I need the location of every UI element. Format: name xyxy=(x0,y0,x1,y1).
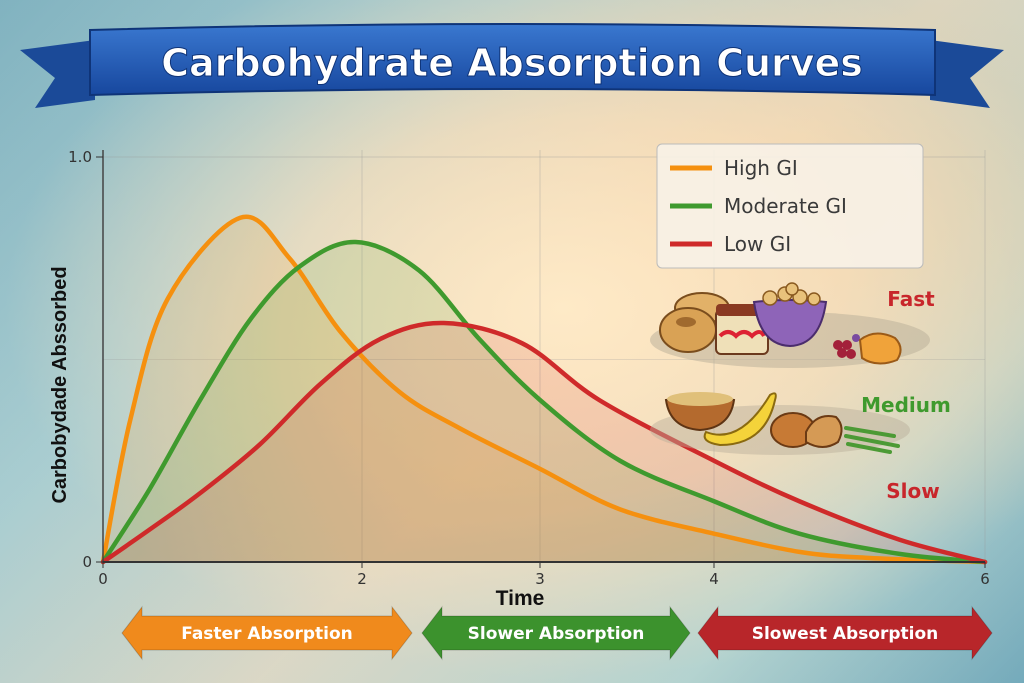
line-high-gi xyxy=(100,214,988,565)
speed-label-slow: Slow xyxy=(886,479,939,503)
curve-fills xyxy=(103,216,985,563)
x-tick-label: 2 xyxy=(357,570,367,588)
banana-icon xyxy=(703,392,777,447)
speed-labels: Fast Medium Slow xyxy=(861,287,951,503)
chicken-icon xyxy=(805,415,843,448)
arrow-label: Slower Absorption xyxy=(468,624,645,644)
cereal xyxy=(762,282,821,306)
legend-box xyxy=(656,143,924,269)
bagel-icon xyxy=(659,307,717,353)
absorption-arrows: Faster Absorption Slower Absorption Slowes… xyxy=(121,605,993,661)
x-tick-label: 0 xyxy=(98,570,108,588)
arrow-label: Faster Absorption xyxy=(181,624,353,644)
legend-label: Low GI xyxy=(724,232,791,256)
berries-icon xyxy=(833,334,860,359)
food-group-medium xyxy=(650,392,910,455)
arrow-slower-absorption: Slower Absorption xyxy=(421,605,691,661)
bagel-hole xyxy=(676,317,696,327)
double-arrow-icon xyxy=(421,605,691,661)
curve-lines xyxy=(100,214,988,565)
x-tick-label: 4 xyxy=(709,570,719,588)
area-moderate-gi xyxy=(103,242,985,563)
title-banner: Carbohydrate Absorption Curves xyxy=(20,23,1004,108)
chart-title: Carbohydrate Absorption Curves xyxy=(161,41,863,85)
line-low-gi xyxy=(100,320,988,565)
arrow-slowest-absorption: Slowest Absorption xyxy=(697,605,993,661)
double-arrow-icon xyxy=(121,605,413,661)
y-axis-title: Carbobydade Abssorbed xyxy=(49,266,71,503)
cereal-bowl-icon xyxy=(752,299,828,348)
green-beans-icon xyxy=(844,426,900,454)
double-arrow-icon xyxy=(697,605,993,661)
legend-label: Moderate GI xyxy=(724,194,847,218)
speed-label-fast: Fast xyxy=(887,287,935,311)
legend-label: High GI xyxy=(724,156,798,180)
x-tick-label: 6 xyxy=(980,570,990,588)
nugget-icon xyxy=(858,332,902,365)
ribbon xyxy=(89,23,936,97)
legend: High GI Moderate GI Low GI xyxy=(656,143,924,269)
speed-label-medium: Medium xyxy=(861,393,951,417)
arrow-faster-absorption: Faster Absorption xyxy=(121,605,413,661)
ribbon-tail-right xyxy=(930,40,1004,108)
ribbon-tail-left xyxy=(20,40,95,108)
jar-pattern xyxy=(718,330,766,339)
arrow-label: Slowest Absorption xyxy=(752,624,939,644)
x-tick-label: 3 xyxy=(535,570,545,588)
x-axis-title: Time xyxy=(496,587,545,610)
area-high-gi xyxy=(103,216,985,562)
food-group-fast xyxy=(650,282,930,368)
tick-labels: 0 2 3 4 6 0 1.0 xyxy=(68,148,990,588)
oatmeal xyxy=(667,392,733,406)
y-tick-label: 0 xyxy=(82,553,92,571)
y-tick-label: 1.0 xyxy=(68,148,92,166)
